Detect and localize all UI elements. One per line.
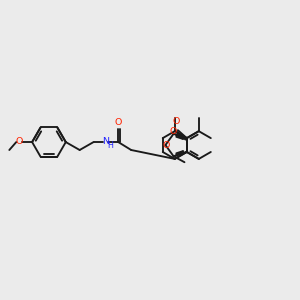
Text: N: N: [102, 136, 110, 146]
Text: O: O: [172, 117, 180, 126]
Text: O: O: [115, 118, 122, 127]
Text: O: O: [169, 127, 176, 136]
Text: O: O: [163, 140, 170, 149]
Text: O: O: [15, 137, 22, 146]
Text: H: H: [107, 141, 113, 150]
